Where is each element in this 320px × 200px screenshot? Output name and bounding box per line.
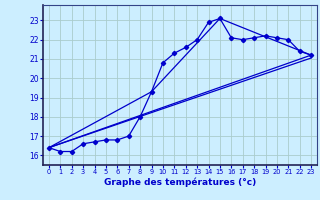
X-axis label: Graphe des températures (°c): Graphe des températures (°c): [104, 178, 256, 187]
